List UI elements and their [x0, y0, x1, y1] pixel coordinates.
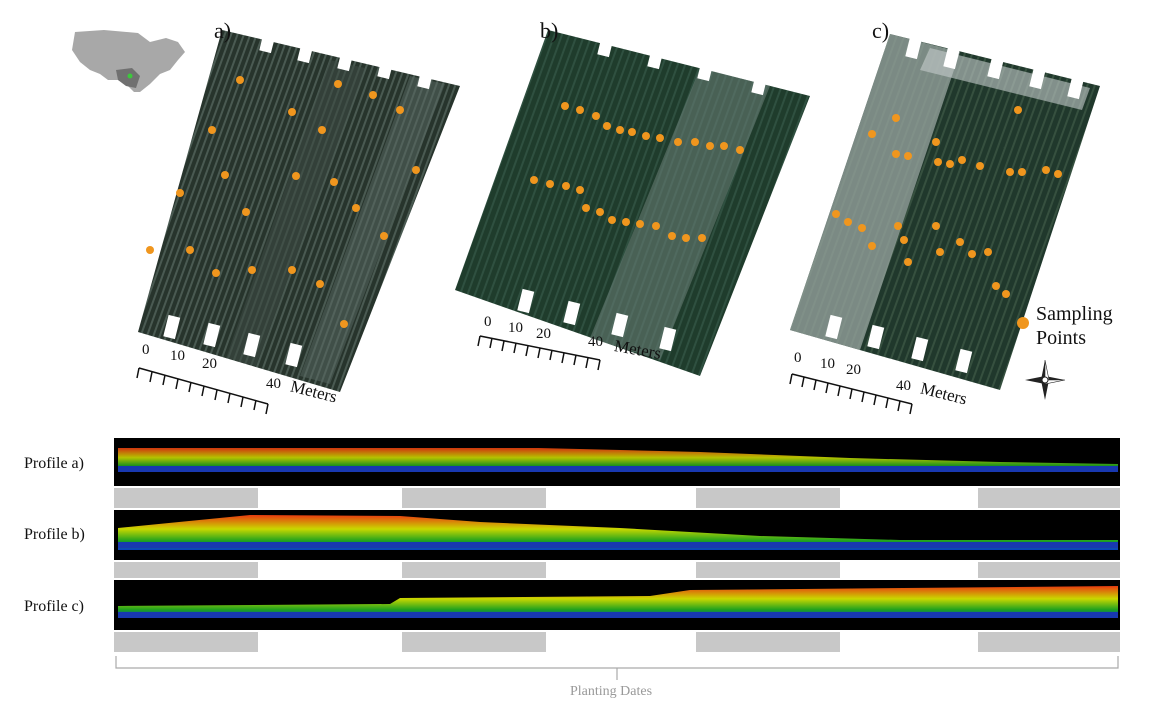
profile-label-a: Profile a) [24, 455, 84, 472]
scale-bar-b [477, 335, 601, 371]
panel-label-c: c) [872, 18, 890, 43]
field-b-image [455, 30, 810, 376]
panel-label-a: a) [214, 18, 232, 43]
profile-c-image [114, 580, 1120, 630]
scale-bar-c [789, 373, 913, 415]
legend-line-1: Sampling [1036, 303, 1113, 325]
profile-a-date-bars [114, 488, 1120, 508]
north-arrow-icon [1025, 359, 1066, 400]
sampling-points-b [530, 102, 744, 242]
sampling-points-c [832, 106, 1062, 298]
field-a-image [138, 28, 460, 392]
scale-b-40: 40 [588, 334, 603, 350]
profile-c-date-bars [114, 632, 1120, 652]
scale-bar-a [136, 367, 269, 415]
scale-b-20: 20 [536, 326, 551, 342]
scale-c-0: 0 [794, 350, 802, 366]
profile-b-image [114, 510, 1120, 560]
profile-b-date-bars [114, 562, 1120, 578]
profile-a-image [114, 438, 1120, 486]
scale-a-10: 10 [170, 348, 185, 364]
profile-label-b: Profile b) [24, 526, 85, 543]
planting-dates-label: Planting Dates [570, 684, 653, 699]
legend-label: Sampling Points [1036, 302, 1113, 350]
scale-c-20: 20 [846, 362, 861, 378]
sampling-points-a [146, 76, 420, 328]
scale-c-10: 10 [820, 356, 835, 372]
profile-label-c: Profile c) [24, 598, 84, 615]
scale-a-20: 20 [202, 356, 217, 372]
field-c-image [790, 34, 1100, 390]
scale-a-40: 40 [266, 376, 281, 392]
usa-locator-map [72, 30, 185, 92]
panel-label-b: b) [540, 18, 559, 43]
legend-marker [1017, 317, 1029, 329]
scale-b-0: 0 [484, 314, 492, 330]
scale-a-0: 0 [142, 342, 150, 358]
planting-dates-bracket [115, 656, 1119, 680]
texas-region [116, 68, 140, 88]
scale-c-40: 40 [896, 378, 911, 394]
site-marker [127, 73, 133, 79]
legend-line-2: Points [1036, 327, 1087, 349]
scale-b-10: 10 [508, 320, 523, 336]
